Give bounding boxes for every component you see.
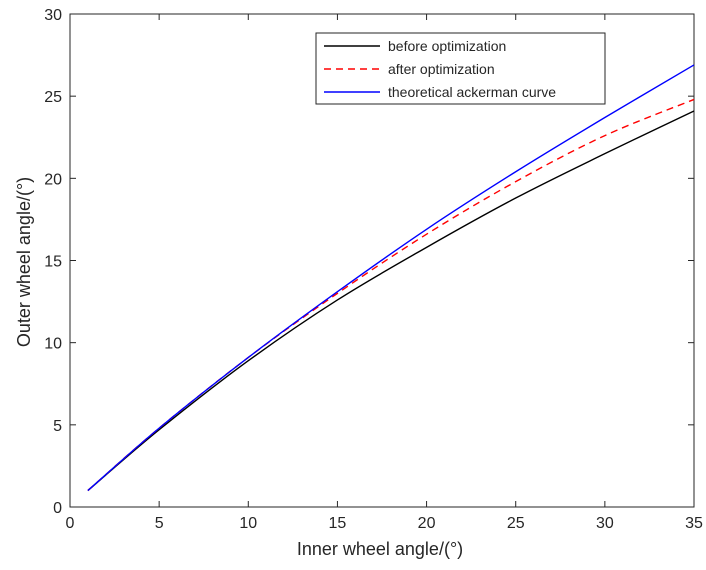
x-tick-label: 15 [329,515,347,532]
y-tick-label: 30 [44,7,62,24]
x-tick-label: 20 [418,515,436,532]
x-axis: 0 5 10 15 20 25 30 35 [66,14,703,532]
x-tick-label: 10 [239,515,257,532]
legend-label: after optimization [388,61,495,77]
legend: before optimization after optimization the… [315,32,606,105]
y-tick-label: 10 [44,336,62,353]
x-tick-label: 0 [66,515,75,532]
y-axis-label: Outer wheel angle/(°) [14,177,34,347]
y-tick-label: 25 [44,89,62,106]
x-axis-label: Inner wheel angle/(°) [297,539,463,559]
series-line-theoretical-ackerman-curve [87,64,695,492]
series-line-before-optimization [87,110,695,492]
x-tick-label: 35 [685,515,703,532]
legend-label: before optimization [388,38,506,54]
legend-label: theoretical ackerman curve [388,84,556,100]
y-tick-label: 15 [44,254,62,271]
y-tick-label: 5 [53,418,62,435]
y-tick-label: 0 [53,500,62,517]
x-tick-label: 25 [507,515,525,532]
x-tick-label: 30 [596,515,614,532]
y-tick-label: 20 [44,171,62,188]
y-axis: 0 5 10 15 20 25 30 [44,7,694,517]
series-lines [87,64,695,492]
x-tick-label: 5 [155,515,164,532]
